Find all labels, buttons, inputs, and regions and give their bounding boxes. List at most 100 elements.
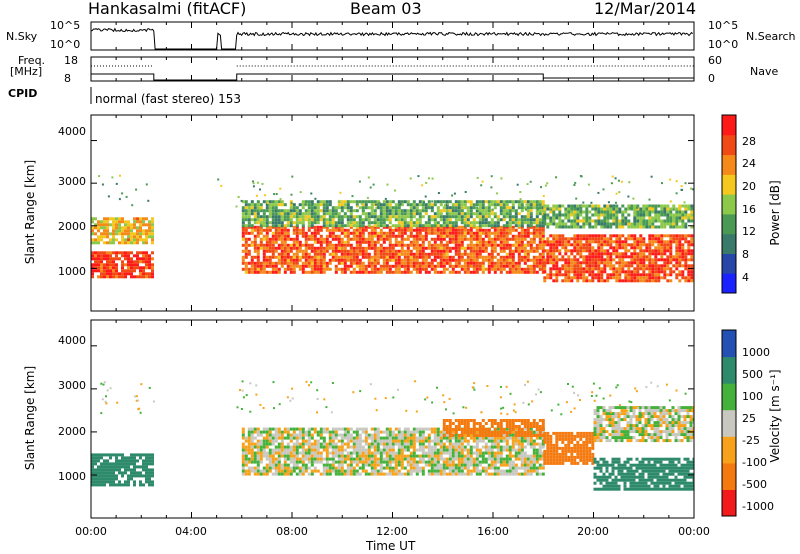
heatmap-cell [343,243,347,247]
heatmap-cell [250,427,254,431]
heatmap-cell [460,445,464,449]
heatmap-cell [334,224,338,228]
heatmap-cell [642,273,646,277]
heatmap-cell [508,243,512,247]
heatmap-cell [121,241,124,245]
heatmap-cell [130,251,133,255]
heatmap-cell [112,235,115,239]
heatmap-cell [280,221,284,225]
heatmap-cell [490,442,494,446]
heatmap-cell [451,442,455,446]
heatmap-cell [409,231,413,235]
heatmap-cell [526,225,530,229]
heatmap-cell [295,448,299,452]
heatmap-cell [322,225,326,229]
heatmap-cell [606,204,610,208]
heatmap-cell [415,240,419,244]
heatmap-cell [385,442,389,446]
heatmap-cell [304,215,308,219]
heatmap-cell [307,439,311,443]
heatmap-cell [675,276,679,280]
heatmap-cell [277,255,281,259]
heatmap-cell [520,243,524,247]
heatmap-cell [460,267,464,271]
heatmap-cell [669,200,672,203]
heatmap-cell [127,260,130,264]
heatmap-cell [274,228,278,232]
heatmap-cell [331,466,335,470]
heatmap-cell [376,258,380,262]
heatmap-cell [148,232,151,236]
heatmap-cell [439,203,443,207]
heatmap-cell [355,224,359,228]
heatmap-cell [400,218,404,222]
heatmap-cell [651,264,655,268]
heatmap-cell [322,267,326,271]
heatmap-cell [645,279,649,283]
heatmap-cell [382,224,386,228]
heatmap-cell [115,468,118,472]
heatmap-cell [502,225,506,229]
heatmap-cell [100,465,103,469]
heatmap-cell [283,436,287,440]
heatmap-cell [607,201,610,204]
heatmap-cell [663,240,667,244]
heatmap-cell [337,445,341,449]
heatmap-cell [654,237,658,241]
heatmap-cell [448,258,452,262]
velocity-heatmap [91,380,694,491]
heatmap-cell [576,222,580,226]
heatmap-cell [499,243,503,247]
heatmap-cell [684,222,688,226]
heatmap-cell [307,206,311,210]
heatmap-cell [555,249,559,253]
heatmap-cell [403,224,407,228]
heatmap-cell [277,445,281,449]
heatmap-cell [445,200,449,204]
heatmap-cell [463,267,467,271]
heatmap-cell [430,218,434,222]
heatmap-cell [379,267,383,271]
heatmap-cell [142,220,145,224]
heatmap-cell [271,436,275,440]
heatmap-cell [373,439,377,443]
heatmap-cell [621,219,625,223]
heatmap-cell [660,207,664,211]
heatmap-cell [412,255,416,259]
heatmap-cell [654,240,658,244]
heatmap-cell [382,466,386,470]
heatmap-cell [277,457,281,461]
heatmap-cell [585,240,589,244]
heatmap-cell [466,212,470,216]
heatmap-cell [391,457,395,461]
heatmap-cell [355,209,359,213]
heatmap-cell [346,457,350,461]
heatmap-cell [415,430,419,434]
heatmap-cell [118,198,121,201]
heatmap-cell [394,267,398,271]
heatmap-cell [502,448,506,452]
heatmap-cell [328,221,332,225]
heatmap-cell [448,445,452,449]
heatmap-cell [289,457,293,461]
heatmap-cell [448,255,452,259]
heatmap-cell [481,445,485,449]
heatmap-cell [373,442,377,446]
heatmap-cell [484,466,488,470]
heatmap-cell [106,229,109,233]
heatmap-cell [454,463,458,467]
heatmap-cell [370,436,374,440]
heatmap-cell [576,258,580,262]
heatmap-cell [388,209,392,213]
heatmap-cell [376,427,380,431]
heatmap-cell [481,270,485,274]
heatmap-cell [304,261,308,265]
heatmap-cell [283,270,287,274]
heatmap-cell [645,258,649,262]
heatmap-cell [499,469,503,473]
heatmap-cell [487,472,491,476]
heatmap-cell [439,255,443,259]
heatmap-cell [657,213,661,217]
heatmap-cell [385,457,389,461]
heatmap-cell [678,210,682,214]
